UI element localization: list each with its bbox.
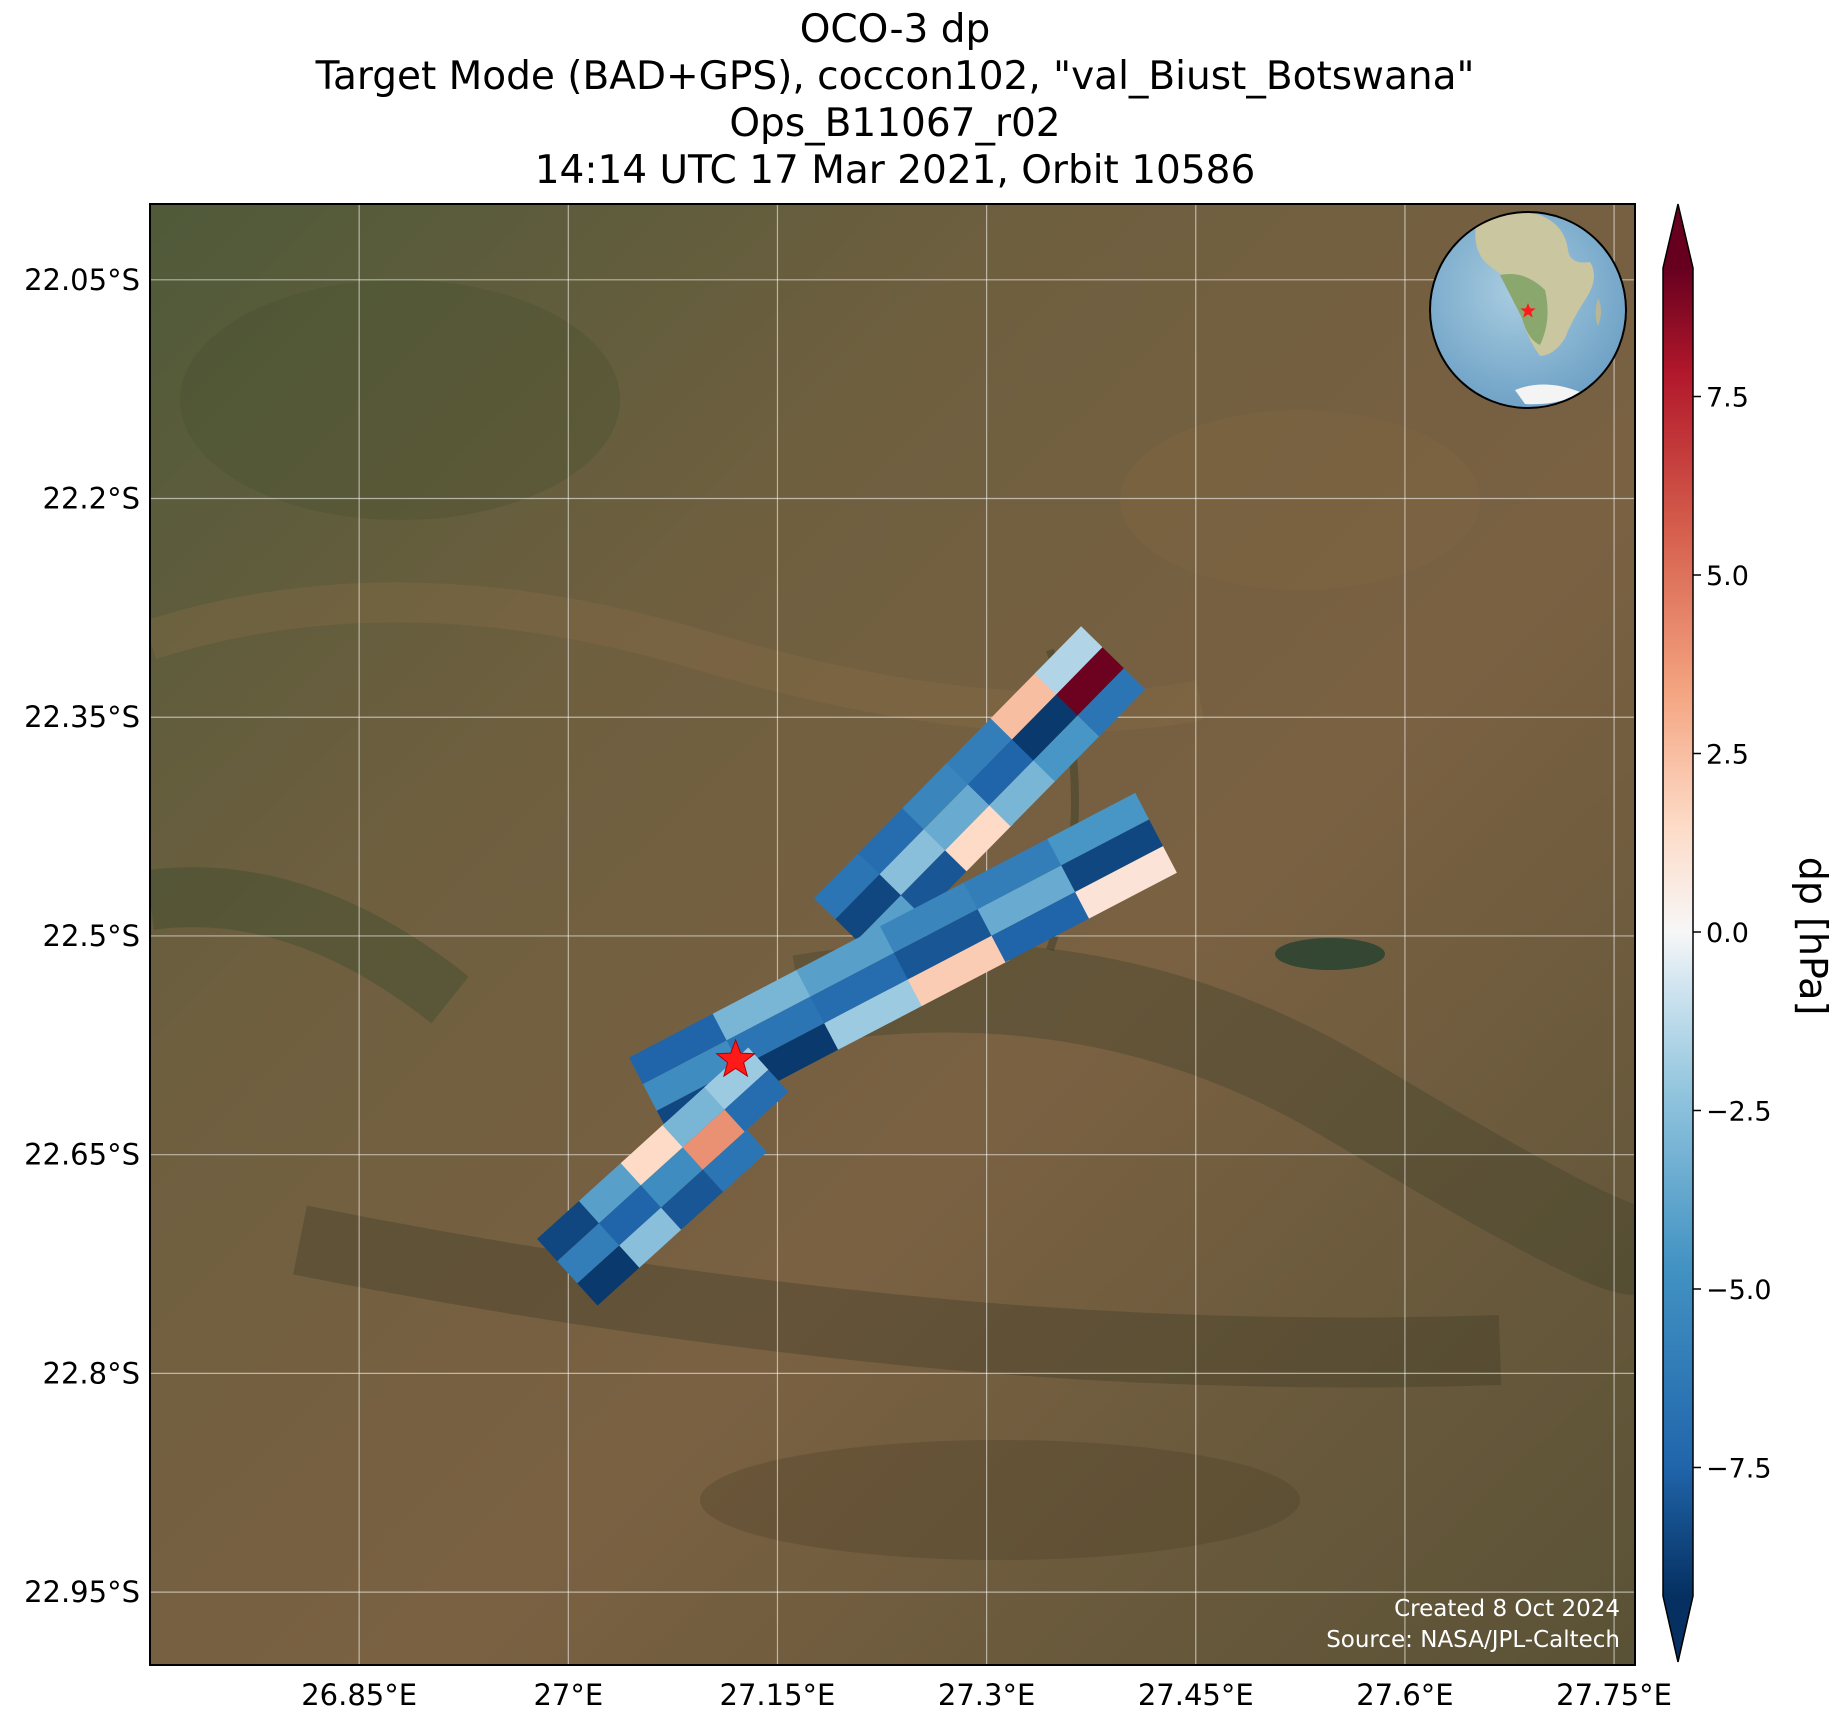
dp-sounding — [1075, 846, 1177, 919]
colorbar-tick-label: −2.5 — [1706, 1096, 1772, 1127]
dp-sounding — [1077, 668, 1146, 737]
dp-sounding — [835, 872, 904, 941]
lat-tick-label: 22.35°S — [24, 700, 140, 734]
lon-tick-label: 27.15°E — [720, 1678, 836, 1712]
dp-sounding — [893, 907, 996, 980]
colorbar-tick-label: −5.0 — [1706, 1275, 1772, 1306]
source-credit: Source: NASA/JPL-Caltech — [1326, 1627, 1620, 1653]
title-line-1: OCO-3 dp — [799, 7, 991, 52]
colorbar-extend-min — [1663, 1596, 1693, 1662]
lat-tick-label: 22.8°S — [43, 1356, 140, 1390]
figure-title: OCO-3 dp Target Mode (BAD+GPS), coccon10… — [0, 0, 1790, 194]
lon-tick-label: 26.85°E — [301, 1678, 417, 1712]
dp-sounding — [702, 1129, 767, 1192]
dp-sounding — [682, 1107, 747, 1170]
dp-sounding — [1012, 692, 1080, 761]
colorbar-tick-label: −7.5 — [1706, 1453, 1772, 1484]
title-line-2: Target Mode (BAD+GPS), coccon102, "val_B… — [315, 54, 1475, 99]
lat-tick-label: 22.5°S — [43, 919, 140, 953]
dp-sounding — [824, 977, 926, 1050]
dp-sounding — [1061, 819, 1163, 892]
colorbar-tick-label: 5.0 — [1706, 561, 1749, 592]
dp-sounding — [814, 851, 882, 920]
dp-sounding — [963, 836, 1066, 910]
dp-sounding — [900, 848, 969, 917]
lon-tick-label: 27.6°E — [1356, 1678, 1453, 1712]
colorbar-gradient — [1663, 268, 1693, 1596]
lon-tick-label: 27.45°E — [1138, 1678, 1254, 1712]
dp-sounding — [991, 889, 1094, 963]
map-panel — [150, 204, 1635, 1665]
dp-sounding — [599, 1183, 664, 1246]
dp-sounding — [662, 1085, 727, 1148]
dp-sounding — [724, 1069, 789, 1132]
colorbar: 7.5 5.0 2.5 0.0 −2.5 −5.0 −7.5 dp [hPa] — [1662, 203, 1835, 1663]
dp-sounding — [1056, 647, 1124, 716]
globe-site-star-icon — [1520, 303, 1536, 318]
dp-sounding — [923, 782, 992, 851]
globe-inset — [1429, 211, 1627, 409]
created-credit: Created 8 Oct 2024 — [1394, 1596, 1620, 1622]
dp-sounding — [990, 671, 1059, 740]
dp-sounding — [704, 1047, 769, 1110]
dp-sounding — [629, 1011, 731, 1085]
lat-tick-label: 22.95°S — [24, 1575, 140, 1609]
title-line-3: Ops_B11067_r02 — [729, 101, 1061, 146]
dp-sounding — [1047, 792, 1150, 866]
colorbar-extend-max — [1663, 204, 1693, 268]
lat-tick-label: 22.05°S — [24, 263, 140, 297]
dp-sounding — [1033, 713, 1102, 782]
dp-sounding — [810, 950, 912, 1024]
dp-sounding — [880, 880, 982, 953]
dp-sounding — [640, 1145, 705, 1208]
dp-sounding — [619, 1205, 684, 1268]
dp-sounding — [945, 803, 1013, 872]
dp-sounding — [967, 737, 1036, 806]
title-line-4: 14:14 UTC 17 Mar 2021, Orbit 10586 — [534, 148, 1256, 193]
dp-sounding — [557, 1221, 622, 1284]
longitude-tick-labels: 26.85°E 27°E 27.15°E 27.3°E 27.45°E 27.6°E 27.… — [301, 1678, 1672, 1712]
lat-tick-label: 22.65°S — [24, 1138, 140, 1172]
dp-sounding — [796, 924, 899, 997]
terrain-features — [150, 280, 1635, 1560]
dp-sounding — [1034, 626, 1103, 695]
dp-sounding — [726, 994, 829, 1067]
dp-sounding — [946, 716, 1015, 785]
dp-sounding — [907, 933, 1010, 1007]
dp-sounding — [977, 863, 1080, 936]
swath-south — [537, 1047, 789, 1306]
colorbar-tick-label: 2.5 — [1706, 740, 1749, 771]
map-frame — [149, 203, 1636, 1666]
dp-sounding — [879, 827, 948, 896]
latitude-tick-labels: 22.05°S 22.2°S 22.35°S 22.5°S 22.65°S 22.8°S 2… — [24, 263, 140, 1609]
colorbar-tick-label: 0.0 — [1706, 918, 1749, 949]
dp-sounding — [712, 967, 815, 1041]
colorbar-ticks: 7.5 5.0 2.5 0.0 −2.5 −5.0 −7.5 — [1693, 383, 1772, 1484]
target-site-star-icon — [715, 1038, 757, 1078]
dp-sounding — [578, 1161, 643, 1224]
dp-sounding — [858, 806, 926, 875]
lon-tick-label: 27.75°E — [1556, 1678, 1672, 1712]
colorbar-label: dp [hPa] — [1791, 857, 1835, 1016]
dp-sounding — [661, 1167, 726, 1230]
dp-sounding — [620, 1123, 685, 1186]
lon-tick-label: 27°E — [533, 1678, 603, 1712]
swath-north — [814, 626, 1146, 962]
dp-sounding — [537, 1199, 602, 1262]
lon-tick-label: 27.3°E — [938, 1678, 1035, 1712]
dp-sounding — [989, 758, 1057, 827]
dp-sounding — [577, 1243, 642, 1306]
colorbar-tick-label: 7.5 — [1706, 383, 1749, 414]
dp-sounding — [902, 761, 971, 830]
lat-tick-label: 22.2°S — [43, 482, 140, 516]
